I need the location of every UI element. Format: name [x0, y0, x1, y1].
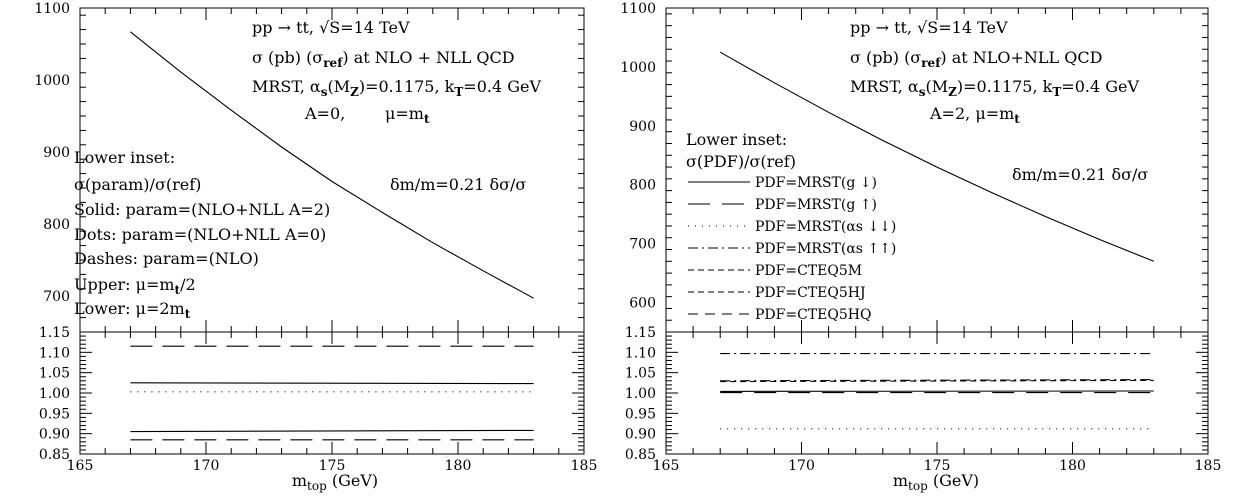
right-inset-y-tick-label: 1.00	[625, 386, 656, 402]
right-annotation-pdf: MRST, αs(MZ)=0.1175, kT=0.4 GeV	[850, 77, 1139, 99]
left-inset-legend-title: Lower inset:	[74, 148, 175, 167]
right-y-tick-label: 700	[629, 237, 656, 253]
right-legend-label: PDF=CTEQ5M	[755, 263, 862, 279]
right-x-tick-label: 185	[1195, 458, 1222, 474]
left-inset-legend-upper: Upper: μ=mt/2	[74, 275, 196, 297]
right-inset-y-tick-label: 0.95	[625, 406, 656, 422]
right-y-tick-label: 800	[629, 178, 656, 194]
right-legend-label: PDF=MRST(g ↑)	[755, 197, 877, 213]
right-x-tick-label: 180	[1059, 458, 1086, 474]
left-inset-legend-dots: Dots: param=(NLO+NLL A=0)	[74, 225, 326, 244]
right-inset-series-1	[720, 380, 1154, 381]
left-annotation-a-param: A=0,	[304, 104, 345, 123]
right-legend-label: PDF=CTEQ5HQ	[755, 307, 871, 323]
left-annotation-process: pp → tt, √S=14 TeV	[252, 18, 410, 37]
left-inset-legend-lower: Lower: μ=2mt	[74, 299, 191, 321]
right-x-tick-label: 170	[788, 458, 815, 474]
left-annotation-sensitivity: δm/m=0.21 δσ/σ	[390, 175, 526, 194]
left-inset-y-tick-label: 1.15	[39, 325, 70, 341]
left-x-tick-label: 170	[193, 458, 220, 474]
left-inset-y-tick-label: 1.05	[39, 366, 70, 382]
left-inset-y-tick-label: 1.10	[39, 345, 70, 361]
left-inset-series-3	[130, 430, 533, 431]
left-y-tick-label: 1000	[34, 73, 70, 89]
right-plot-frame	[666, 8, 1208, 454]
left-y-tick-label: 1100	[34, 1, 70, 17]
left-x-tick-label: 180	[445, 458, 472, 474]
left-y-tick-label: 800	[43, 217, 70, 233]
right-panel: 165 170 175 180 185600700800900100011000.850…	[620, 1, 1221, 493]
left-y-tick-label: 900	[43, 145, 70, 161]
right-legend-label: PDF=MRST(g ↓)	[755, 175, 877, 191]
right-inset-y-tick-label: 0.90	[625, 427, 656, 443]
right-inset-y-tick-label: 1.10	[625, 345, 656, 361]
right-x-axis-title: mtop (GeV)	[893, 471, 979, 493]
left-inset-legend-ratio: σ(param)/σ(ref)	[74, 175, 201, 194]
left-y-tick-label: 700	[43, 289, 70, 305]
right-y-tick-label: 600	[629, 296, 656, 312]
left-inset-y-tick-label: 0.95	[39, 406, 70, 422]
right-inset-y-tick-label: 1.15	[625, 325, 656, 341]
left-inset-y-tick-label: 0.85	[39, 447, 70, 463]
right-annotation-process: pp → tt, √S=14 TeV	[850, 18, 1008, 37]
left-panel: 165 170 175 180 185700800900100011000.850.90…	[34, 1, 597, 493]
left-x-tick-label: 165	[67, 458, 94, 474]
left-inset-legend-dashes: Dashes: param=(NLO)	[74, 249, 259, 268]
right-inset-legend-ratio: σ(PDF)/σ(ref)	[686, 152, 796, 171]
right-annotation-sensitivity: δm/m=0.21 δσ/σ	[1012, 165, 1148, 184]
right-legend-label: PDF=MRST(αs ↑↑)	[755, 241, 896, 257]
right-y-tick-label: 900	[629, 119, 656, 135]
left-inset-series-1	[130, 383, 533, 384]
left-x-axis-title: mtop (GeV)	[292, 471, 378, 493]
left-annotation-scale: μ=mt	[385, 104, 430, 126]
right-legend-label: PDF=CTEQ5HJ	[755, 285, 866, 301]
right-x-tick-label: 165	[653, 458, 680, 474]
right-legend-label: PDF=MRST(αs ↓↓)	[755, 219, 896, 235]
right-y-tick-label: 1000	[620, 60, 656, 76]
left-inset-y-tick-label: 0.90	[39, 427, 70, 443]
right-annotation-a-scale: A=2, μ=mt	[929, 104, 1020, 126]
right-y-tick-label: 1100	[620, 1, 656, 17]
right-inset-y-tick-label: 0.85	[625, 447, 656, 463]
left-x-tick-label: 185	[571, 458, 598, 474]
right-inset-y-tick-label: 1.05	[625, 366, 656, 382]
right-annotation-xsec: σ (pb) (σref) at NLO+NLL QCD	[850, 48, 1102, 70]
right-inset-legend-title: Lower inset:	[686, 130, 787, 149]
left-annotation-pdf: MRST, αs(MZ)=0.1175, kT=0.4 GeV	[252, 77, 541, 99]
left-inset-y-tick-label: 1.00	[39, 386, 70, 402]
left-annotation-xsec: σ (pb) (σref) at NLO + NLL QCD	[252, 48, 515, 70]
left-inset-legend-solid: Solid: param=(NLO+NLL A=2)	[74, 200, 330, 219]
